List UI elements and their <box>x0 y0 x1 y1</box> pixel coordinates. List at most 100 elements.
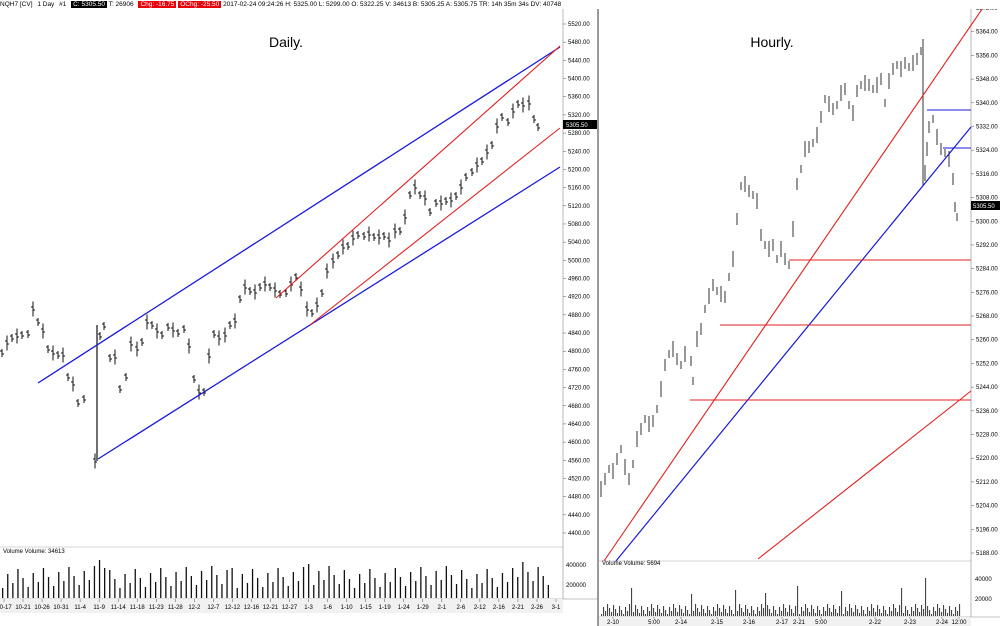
date-tick-label: 2-22 <box>869 620 882 626</box>
price-tick-label: 5292.00 <box>976 243 998 249</box>
date-tick-label: 12-27 <box>282 605 298 611</box>
date-tick-label: 10-26 <box>34 605 50 611</box>
date-tick-label: 11-28 <box>168 605 184 611</box>
price-tick-label: 5236.00 <box>976 409 998 415</box>
daily-title: Daily. <box>269 34 303 50</box>
hourly-uptrend-line-red <box>603 9 983 562</box>
price-tick-label: 5200.00 <box>568 167 590 173</box>
price-tick-label: 4600.00 <box>568 440 590 446</box>
date-tick-label: 5:00 <box>648 620 660 626</box>
price-tick-label: 5300.00 <box>976 219 998 225</box>
price-tick-label: 5480.00 <box>568 40 590 46</box>
hourly-price-axis[interactable]: 5372.00 5364.00 5356.00 5348.00 5340.00 5332.… <box>971 9 998 557</box>
hourly-volume-scale-top: 40000 <box>975 577 992 583</box>
date-tick-label: 2-21 <box>512 605 525 611</box>
symbol-label[interactable]: NQH7 [CV] <box>0 1 33 8</box>
date-tick-label: 11-14 <box>111 605 127 611</box>
price-tick-label: 4480.00 <box>568 495 590 501</box>
daily-date-axis[interactable]: 10-1710-2110-2610-3111-411-911-1411-1811… <box>0 599 563 613</box>
chartbook-tag: #1 <box>59 1 67 8</box>
price-tick-label: 5204.00 <box>976 504 998 510</box>
price-tick-label: 4440.00 <box>568 513 590 519</box>
hourly-lower-trend-line-red <box>757 390 972 560</box>
date-tick-label: 11-18 <box>130 605 146 611</box>
price-tick-label: 5188.00 <box>976 551 998 557</box>
hourly-date-axis[interactable]: 2-10 5:00 2-14 2-15 2-16 2-17 5:00 2-21 2-22 2-23… <box>599 617 971 626</box>
open-change-badge: OChg: -25.50 <box>178 1 222 8</box>
daily-price-axis[interactable]: 5520.00 5480.00 5440.00 5400.00 5360.00 5320.… <box>563 22 590 537</box>
lower-channel-line-blue <box>97 166 561 460</box>
price-tick-label: 5356.00 <box>976 53 998 59</box>
date-tick-label: 12-16 <box>244 605 260 611</box>
date-tick-label: 1-15 <box>360 605 373 611</box>
price-tick-label: 5360.00 <box>568 95 590 101</box>
price-tick-label: 5316.00 <box>976 172 998 178</box>
price-tick-label: 5520.00 <box>568 22 590 28</box>
date-tick-label: 2-23 <box>904 620 917 626</box>
price-tick-label: 5000.00 <box>568 258 590 264</box>
date-tick-label: 10-31 <box>53 605 69 611</box>
date-tick-label: 5:00 <box>815 620 827 626</box>
price-tick-label: 5040.00 <box>568 240 590 246</box>
date-tick-label: 1-19 <box>379 605 392 611</box>
pane-divider[interactable] <box>597 9 599 626</box>
price-tick-label: 5252.00 <box>976 361 998 367</box>
date-tick-label: 10-17 <box>0 605 12 611</box>
date-tick-label: 11-9 <box>93 605 105 611</box>
price-tick-label: 4960.00 <box>568 277 590 283</box>
price-tick-label: 5196.00 <box>976 527 998 533</box>
price-tick-label: 5268.00 <box>976 314 998 320</box>
date-tick-label: 12-21 <box>263 605 279 611</box>
hourly-volume-bars <box>601 578 961 616</box>
price-tick-label: 4520.00 <box>568 476 590 482</box>
price-tick-label: 5308.00 <box>976 196 998 202</box>
price-tick-label: 5228.00 <box>976 433 998 439</box>
upper-channel-line-blue <box>37 46 561 384</box>
interval-label[interactable]: 1 Day <box>37 1 55 8</box>
date-tick-label: 3-1 <box>552 605 561 611</box>
hourly-last-price: 5305.50 <box>973 204 995 210</box>
price-tick-label: 5340.00 <box>976 101 998 107</box>
price-tick-label: 5280.00 <box>568 131 590 137</box>
daily-chart-pane[interactable]: Daily. 5520.00 5480.00 5440.00 5400.00 5360.… <box>0 9 597 626</box>
date-tick-label: 1-3 <box>304 605 313 611</box>
date-tick-label: 2-21 <box>793 620 806 626</box>
date-tick-label: 2-16 <box>493 605 506 611</box>
price-tick-label: 5260.00 <box>976 338 998 344</box>
date-tick-label: 2-14 <box>675 620 688 626</box>
hourly-volume-label: Volume Volume: 5694 <box>602 561 661 567</box>
hourly-title: Hourly. <box>750 34 793 50</box>
price-tick-label: 4880.00 <box>568 313 590 319</box>
date-tick-label: 2-1 <box>437 605 446 611</box>
price-tick-label: 5160.00 <box>568 186 590 192</box>
date-tick-label: 1-24 <box>398 605 411 611</box>
date-tick-label: 2-26 <box>531 605 544 611</box>
date-tick-label: 2-15 <box>711 620 724 626</box>
price-tick-label: 4840.00 <box>568 331 590 337</box>
date-tick-label: 11-4 <box>74 605 86 611</box>
hourly-volume-scale-mid: 20000 <box>975 597 992 603</box>
price-tick-label: 4560.00 <box>568 458 590 464</box>
upper-channel-line-red <box>275 45 561 299</box>
price-tick-label: 5240.00 <box>568 149 590 155</box>
price-tick-label: 5276.00 <box>976 290 998 296</box>
price-tick-label: 5348.00 <box>976 77 998 83</box>
price-tick-label: 5440.00 <box>568 58 590 64</box>
daily-volume-label: Volume Volume: 34613 <box>3 549 65 555</box>
price-tick-label: 5120.00 <box>568 204 590 210</box>
price-tick-label: 5244.00 <box>976 385 998 391</box>
daily-volume-bars <box>2 560 549 598</box>
lower-channel-line-red <box>309 127 561 326</box>
date-tick-label: 12-7 <box>207 605 220 611</box>
price-tick-label: 4640.00 <box>568 422 590 428</box>
date-tick-label: 2-12 <box>474 605 487 611</box>
date-tick-label: 2-24 <box>936 620 949 626</box>
price-tick-label: 4720.00 <box>568 386 590 392</box>
price-tick-label: 4920.00 <box>568 295 590 301</box>
date-tick-label: 12:00 <box>951 620 967 626</box>
trade-count: T: 26906 <box>108 1 134 8</box>
hourly-chart-pane[interactable]: Hourly. 5372.00 5364.00 5356.00 5348.00 5340… <box>599 9 1000 626</box>
session-stats: 2017-02-24 09:24:26 H: 5325.00 L: 5299.0… <box>223 1 562 8</box>
price-tick-label: 4800.00 <box>568 349 590 355</box>
